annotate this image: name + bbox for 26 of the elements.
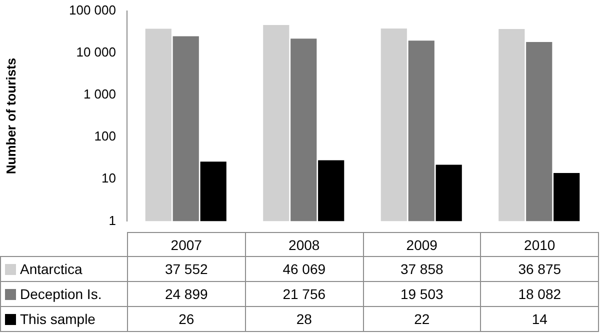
- data-label: 37 858: [363, 256, 481, 282]
- x-tick-label: 2007: [128, 232, 246, 256]
- data-label: 28: [245, 306, 363, 332]
- y-tick-label: 1: [108, 212, 116, 228]
- data-label: 26: [128, 306, 246, 332]
- data-label: 19 503: [363, 282, 481, 306]
- x-tick-label: 2008: [245, 232, 363, 256]
- y-tick-label: 10 000: [76, 44, 116, 60]
- data-label: 14: [480, 306, 598, 332]
- legend-label: Antarctica: [0, 256, 128, 282]
- data-label: 18 082: [480, 282, 598, 306]
- data-label: 46 069: [245, 256, 363, 282]
- y-tick-label: 100 000: [69, 2, 116, 18]
- data-label: 24 899: [128, 282, 246, 306]
- y-axis-title: Number of tourists: [3, 58, 18, 174]
- y-tick-label: 100: [94, 128, 116, 144]
- x-tick-label: 2010: [480, 232, 598, 256]
- x-tick-label: 2009: [363, 232, 481, 256]
- y-tick-label: 10: [102, 170, 116, 186]
- data-label: 37 552: [128, 256, 246, 282]
- legend-label: Deception Is.: [0, 282, 128, 306]
- data-label: 36 875: [480, 256, 598, 282]
- y-tick-label: 1 000: [83, 86, 116, 102]
- data-label: 21 756: [245, 282, 363, 306]
- data-label: 22: [363, 306, 481, 332]
- legend-label: This sample: [0, 306, 128, 332]
